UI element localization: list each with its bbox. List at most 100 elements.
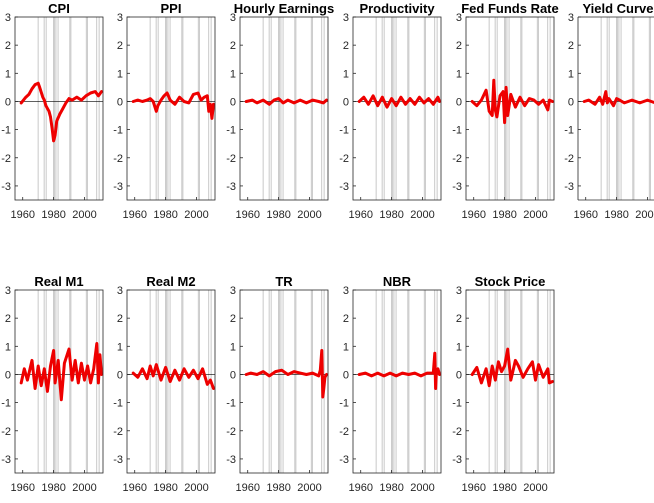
y-tick-label: 0 — [456, 369, 462, 381]
y-tick-label: 0 — [117, 96, 123, 108]
panel-title: PPI — [161, 1, 182, 16]
x-tick-label: 1960 — [461, 482, 485, 494]
y-tick-label: -2 — [226, 426, 236, 438]
x-tick-label: 1980 — [266, 209, 290, 221]
plot-frame — [14, 289, 104, 474]
y-tick-label: 1 — [456, 68, 462, 80]
x-tick-label: 2000 — [410, 209, 434, 221]
plot-area — [353, 17, 441, 200]
y-tick-label: 2 — [5, 313, 11, 325]
plot-area — [15, 290, 103, 473]
plot-frame — [352, 16, 442, 201]
x-tick-label: 2000 — [72, 209, 96, 221]
y-tick-label: 1 — [230, 341, 236, 353]
x-tick-label: 2000 — [410, 482, 434, 494]
y-tick-label: 1 — [5, 68, 11, 80]
y-tick-label: 3 — [456, 12, 462, 24]
panel-title: Real M1 — [34, 274, 83, 289]
y-tick-label: -1 — [564, 125, 574, 137]
plot-frame — [239, 289, 329, 474]
plot-frame — [465, 289, 555, 474]
y-tick-label: 2 — [343, 313, 349, 325]
series-line — [470, 347, 554, 388]
y-tick-label: -3 — [1, 181, 11, 193]
y-tick-label: 2 — [5, 40, 11, 52]
series-line — [244, 97, 328, 106]
y-tick-label: 3 — [117, 12, 123, 24]
panel-real-m2: 3 2 1 0 -1 -2 -3 1960 1980 2000 Real M2 — [113, 274, 216, 494]
x-tick-label: 1980 — [379, 482, 403, 494]
y-tick-label: -2 — [452, 426, 462, 438]
panel-real-m1: 3 2 1 0 -1 -2 -3 1960 1980 2000 Real M1 — [1, 274, 104, 494]
series-line — [131, 363, 215, 390]
plot-area — [127, 17, 215, 200]
x-tick-label: 2000 — [523, 209, 547, 221]
series-line — [19, 81, 103, 143]
y-tick-label: -2 — [1, 426, 11, 438]
y-tick-label: 1 — [117, 68, 123, 80]
x-tick-label: 1980 — [41, 209, 65, 221]
series-line — [357, 94, 441, 109]
x-tick-label: 1960 — [348, 209, 372, 221]
y-tick-label: 1 — [343, 341, 349, 353]
panel-productivity: 3 2 1 0 -1 -2 -3 1960 1980 2000 Productivity — [339, 1, 442, 221]
y-tick-label: -2 — [226, 153, 236, 165]
panel-title: Hourly Earnings — [234, 1, 334, 16]
x-tick-label: 1980 — [492, 209, 516, 221]
y-tick-label: 0 — [456, 96, 462, 108]
plot-area — [240, 290, 328, 473]
series-line — [357, 351, 441, 390]
y-tick-label: -3 — [339, 454, 349, 466]
panel-nbr: 3 2 1 0 -1 -2 -3 1960 1980 2000 NBR — [339, 274, 442, 494]
x-tick-label: 1960 — [235, 209, 259, 221]
y-tick-label: 0 — [230, 369, 236, 381]
y-tick-label: -3 — [339, 181, 349, 193]
y-tick-label: 0 — [343, 369, 349, 381]
y-tick-label: 0 — [5, 96, 11, 108]
x-tick-label: 1960 — [573, 209, 597, 221]
series-line — [131, 91, 215, 120]
y-tick-label: -2 — [339, 426, 349, 438]
x-tick-label: 1980 — [604, 209, 628, 221]
series-line — [244, 349, 328, 399]
y-tick-label: -2 — [339, 153, 349, 165]
y-tick-label: 2 — [456, 40, 462, 52]
panel-title: Yield Curve — [582, 1, 653, 16]
panel-fed-funds-rate: 3 2 1 0 -1 -2 -3 1960 1980 2000 Fed Funds Rate — [452, 1, 559, 221]
plot-area — [578, 17, 654, 200]
panel-title: Fed Funds Rate — [461, 1, 559, 16]
x-tick-label: 1960 — [235, 482, 259, 494]
plot-area — [466, 17, 554, 200]
y-tick-label: -1 — [339, 398, 349, 410]
y-tick-label: -2 — [113, 153, 123, 165]
y-tick-label: 0 — [568, 96, 574, 108]
y-tick-label: -1 — [339, 125, 349, 137]
y-tick-label: 0 — [343, 96, 349, 108]
y-tick-label: 2 — [568, 40, 574, 52]
y-tick-label: 2 — [343, 40, 349, 52]
y-tick-label: 2 — [230, 40, 236, 52]
panel-yield-curve: 3 2 1 0 -1 -2 -3 1960 1980 2000 Yield Curve — [564, 1, 654, 221]
y-tick-label: 3 — [5, 285, 11, 297]
y-tick-label: 1 — [456, 341, 462, 353]
plot-area — [240, 17, 328, 200]
y-tick-label: -3 — [226, 181, 236, 193]
y-tick-label: 0 — [230, 96, 236, 108]
panel-title: CPI — [48, 1, 70, 16]
y-tick-label: -2 — [452, 153, 462, 165]
x-tick-label: 1980 — [379, 209, 403, 221]
y-tick-label: 1 — [568, 68, 574, 80]
y-tick-label: 1 — [343, 68, 349, 80]
y-tick-label: 2 — [230, 313, 236, 325]
y-tick-label: -2 — [113, 426, 123, 438]
panel-ppi: 3 2 1 0 -1 -2 -3 1960 1980 2000 PPI — [113, 1, 216, 221]
plot-area — [15, 17, 103, 200]
y-tick-label: 3 — [343, 285, 349, 297]
panel-title: Stock Price — [475, 274, 546, 289]
plot-frame — [352, 289, 442, 474]
panel-hourly-earnings: 3 2 1 0 -1 -2 -3 1960 1980 2000 Hourly Earnings — [226, 1, 334, 221]
y-tick-label: -3 — [226, 454, 236, 466]
y-tick-label: 3 — [5, 12, 11, 24]
y-tick-label: -3 — [1, 454, 11, 466]
x-tick-label: 1980 — [153, 209, 177, 221]
